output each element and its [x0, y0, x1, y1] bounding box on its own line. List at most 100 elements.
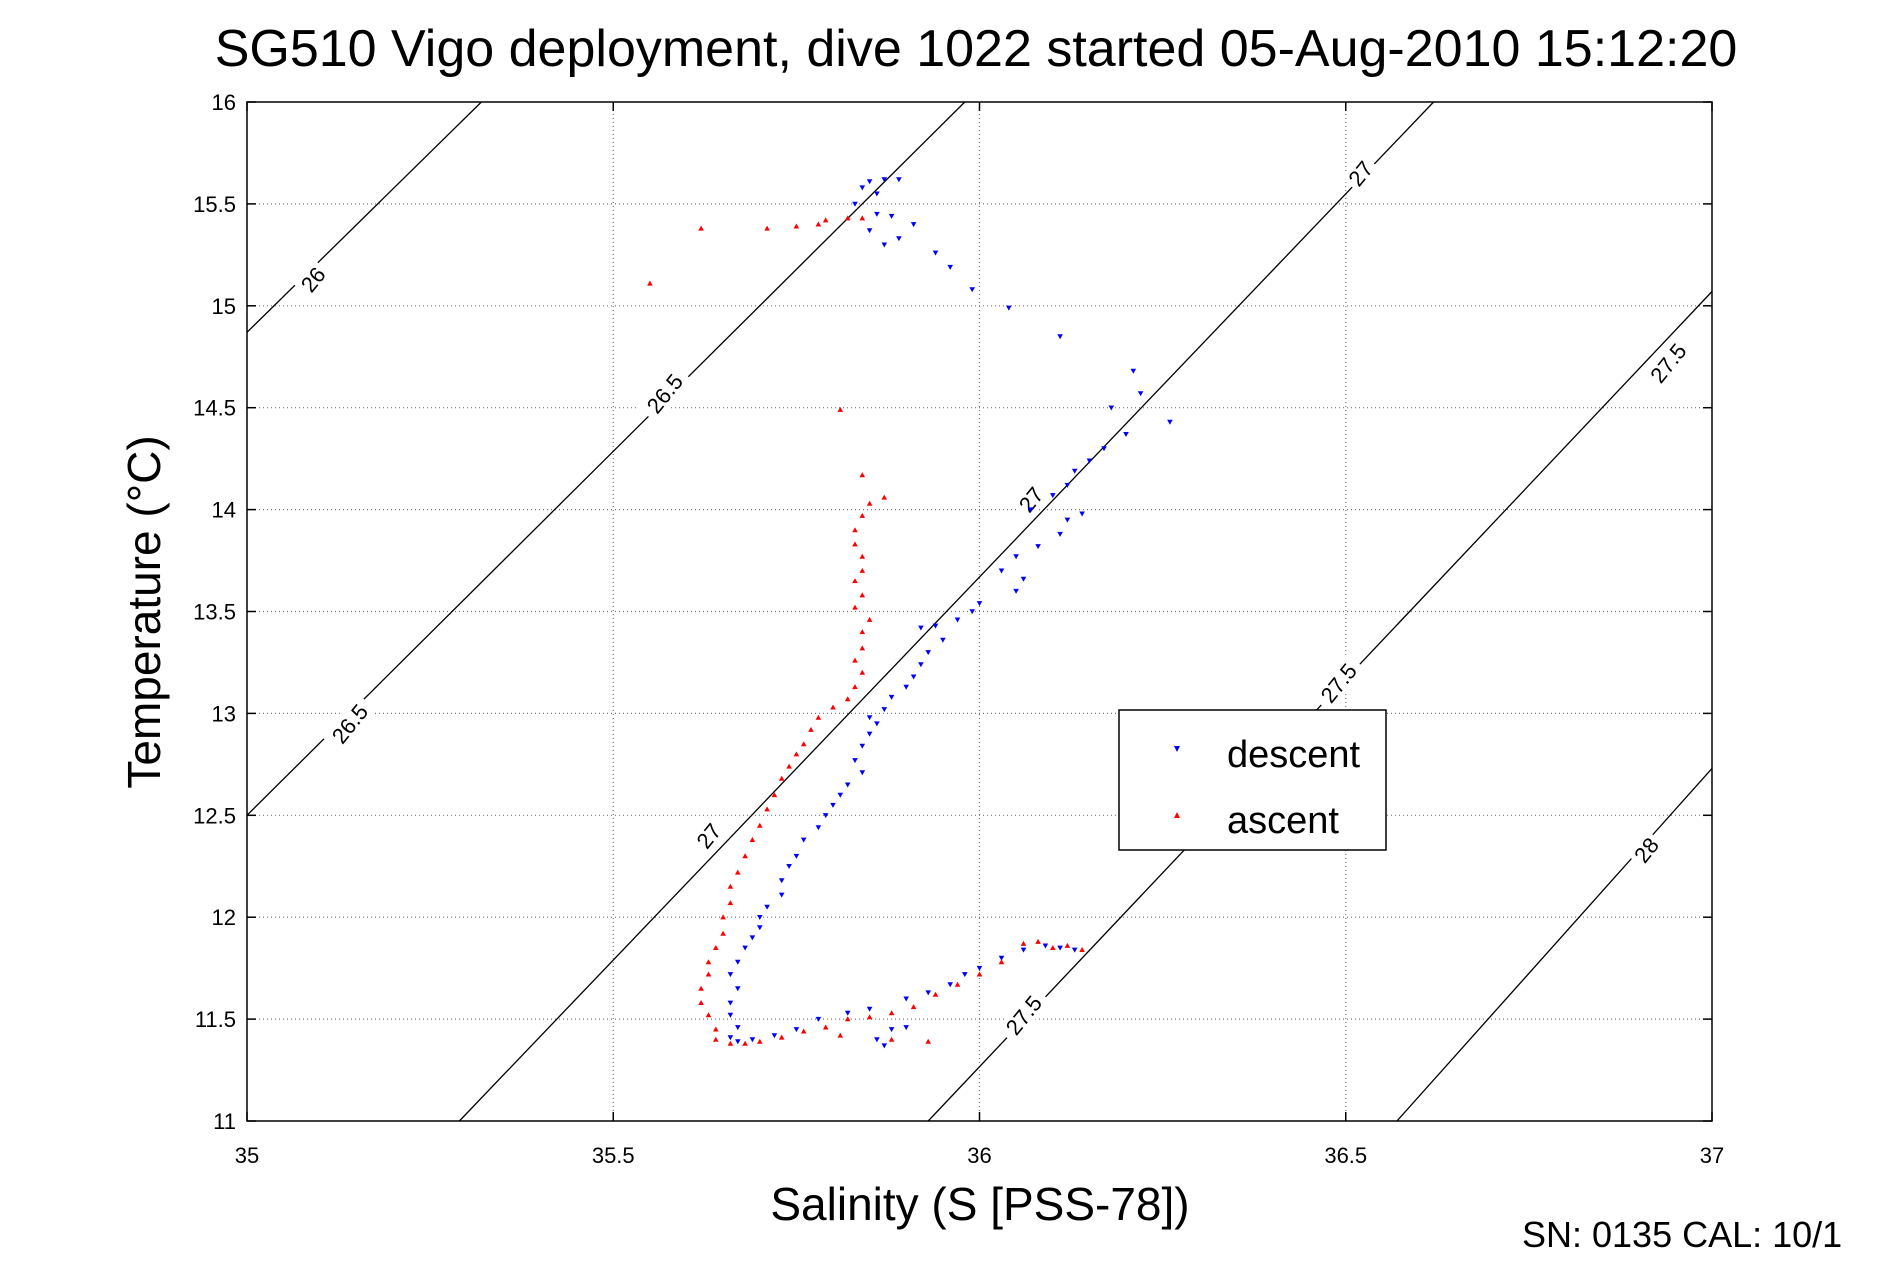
- descent-point: [881, 242, 888, 248]
- descent-point: [1086, 458, 1093, 464]
- ascent-point: [727, 900, 734, 906]
- descent-point: [859, 185, 866, 191]
- descent-point: [976, 601, 983, 607]
- y-tick-label: 13: [212, 701, 236, 726]
- descent-point: [764, 904, 770, 910]
- legend-label-ascent: ascent: [1227, 800, 1339, 842]
- descent-point: [998, 568, 1005, 574]
- x-tick-labels: 35 35.5 36 36.5 37: [235, 1143, 1724, 1168]
- descent-point: [1071, 468, 1078, 474]
- ascent-point: [771, 792, 778, 798]
- y-tick-label: 16: [212, 90, 236, 115]
- density-contour-line: [1396, 767, 1713, 1122]
- grid: [247, 102, 1712, 1121]
- descent-point: [815, 825, 822, 831]
- descent-point: [742, 945, 748, 951]
- contour-label-background: [637, 364, 692, 423]
- descent-point: [874, 1037, 880, 1043]
- y-tick-label: 14.5: [193, 396, 236, 421]
- descent-point: [866, 731, 873, 737]
- descent-point: [749, 935, 756, 941]
- x-tick-label: 37: [1700, 1143, 1724, 1168]
- ascent-point: [713, 1026, 719, 1032]
- ascent-point: [859, 669, 866, 675]
- descent-point: [1013, 554, 1019, 560]
- contour-label-background: [293, 259, 333, 300]
- descent-point: [735, 959, 741, 965]
- descent-point: [1035, 544, 1041, 550]
- descent-point: [1013, 588, 1019, 594]
- descent-point: [757, 925, 763, 931]
- descent-point: [815, 1016, 822, 1022]
- ascent-point: [1050, 945, 1056, 950]
- ascent-point: [859, 567, 866, 573]
- x-tick-label: 36: [967, 1143, 991, 1168]
- descent-point: [735, 986, 741, 992]
- descent-point: [881, 1043, 888, 1049]
- ascent-point: [735, 869, 741, 875]
- contour-label-background: [1626, 829, 1666, 870]
- ascent-point: [998, 959, 1005, 965]
- density-contour-line: [927, 291, 1713, 1122]
- ascent-point: [727, 883, 734, 889]
- descent-point: [727, 1000, 734, 1006]
- density-contour-line: [458, 101, 1435, 1122]
- descent-point: [976, 965, 983, 971]
- descent-point: [874, 191, 880, 197]
- ascent-point: [888, 1010, 895, 1016]
- x-tick-label: 35: [235, 1143, 259, 1168]
- descent-point: [888, 1027, 895, 1033]
- ascent-point: [881, 494, 888, 500]
- descent-point: [727, 1012, 734, 1018]
- descent-point: [735, 1025, 741, 1031]
- contour-label-background: [1311, 653, 1366, 713]
- y-tick-label: 11.5: [195, 1007, 236, 1032]
- descent-point: [866, 715, 873, 721]
- ascent-point: [764, 225, 770, 231]
- data-points: [647, 177, 1173, 1049]
- ascent-point: [852, 604, 858, 610]
- descent-point: [1020, 947, 1027, 953]
- chart-title: SG510 Vigo deployment, dive 1022 started…: [215, 20, 1738, 78]
- ascent-point: [742, 853, 748, 859]
- ascent-point: [764, 806, 770, 812]
- descent-point: [1064, 517, 1071, 523]
- descent-point: [888, 213, 895, 219]
- ascent-point: [757, 1038, 763, 1044]
- descent-point: [1042, 943, 1049, 949]
- descent-point: [1006, 305, 1012, 311]
- descent-point: [903, 996, 909, 1002]
- descent-point: [969, 609, 975, 615]
- ascent-point: [705, 1012, 712, 1018]
- descent-point: [903, 1025, 909, 1031]
- ascent-point: [800, 1028, 807, 1034]
- ascent-point: [866, 500, 873, 506]
- descent-point: [918, 662, 924, 668]
- descent-point: [1064, 482, 1071, 488]
- descent-point: [1167, 419, 1173, 425]
- ascent-point: [844, 696, 851, 702]
- descent-point: [830, 802, 836, 808]
- descent-point: [969, 287, 975, 293]
- ascent-point: [778, 1034, 785, 1040]
- descent-point: [1108, 405, 1115, 411]
- ascent-point: [698, 1000, 704, 1005]
- descent-point: [1057, 531, 1063, 537]
- descent-point: [749, 1037, 756, 1043]
- descent-point: [947, 982, 953, 988]
- ascent-point: [822, 1024, 829, 1030]
- density-contour-line: [246, 101, 966, 816]
- ascent-point: [932, 991, 939, 997]
- descent-point: [918, 625, 924, 631]
- descent-point: [866, 228, 873, 234]
- y-tick-labels: 11 11.5 12 12.5 13 13.5 14 14.5 15 15.5 16: [193, 90, 236, 1134]
- ascent-point: [852, 578, 858, 584]
- ascent-point: [1020, 940, 1027, 946]
- ascent-point: [852, 541, 858, 547]
- ascent-point: [859, 645, 866, 651]
- descent-point: [727, 1035, 734, 1041]
- density-contour-line: [246, 101, 482, 333]
- descent-point: [778, 892, 785, 898]
- ascent-point: [742, 1040, 748, 1046]
